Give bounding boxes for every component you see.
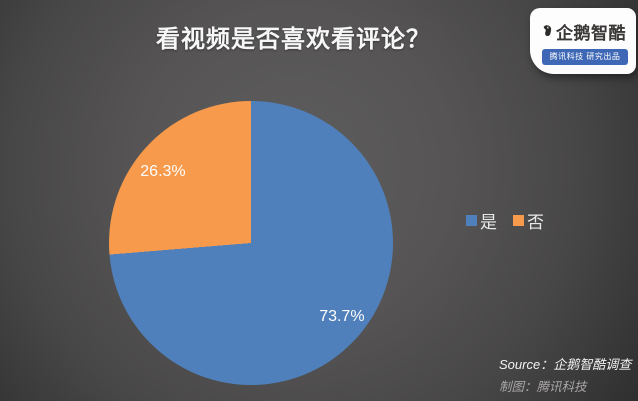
page-title: 看视频是否喜欢看评论？ (156, 26, 431, 53)
logo-tagline: 腾讯科技 研究出品 (542, 49, 628, 65)
legend-swatch-yes (466, 215, 477, 226)
legend: 是 否 (466, 208, 544, 233)
penguin-icon (543, 25, 552, 37)
publisher-logo: 企鹅智酷 腾讯科技 研究出品 (530, 8, 636, 74)
legend-item-no: 否 (513, 208, 544, 233)
legend-label-yes: 是 (480, 213, 497, 232)
legend-swatch-no (513, 215, 524, 226)
legend-label-no: 否 (527, 213, 544, 232)
source-credit: Source：企鹅智酷调查 制图：腾讯科技 (499, 354, 631, 395)
legend-item-yes: 是 (466, 208, 497, 233)
author-line: 制图：腾讯科技 (499, 380, 587, 394)
pie-circle (109, 101, 393, 385)
pie-chart: 26.3% 73.7% (109, 101, 393, 385)
slice-label-yes: 73.7% (319, 307, 365, 325)
source-line: Source：企鹅智酷调查 (499, 357, 632, 372)
slice-label-no: 26.3% (140, 163, 186, 180)
logo-name: 企鹅智酷 (556, 24, 626, 43)
